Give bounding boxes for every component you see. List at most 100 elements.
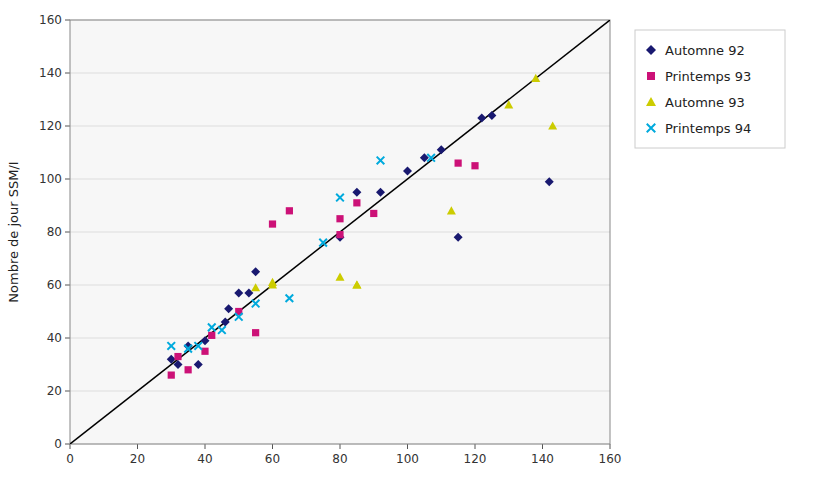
point (352, 281, 361, 289)
point (477, 114, 486, 123)
legend-swatch (647, 72, 655, 80)
tick-mark (65, 179, 70, 180)
tick-label: 120 (39, 119, 62, 133)
point (185, 366, 192, 373)
tick-mark (65, 338, 70, 339)
tick-label: 40 (47, 331, 62, 345)
point (370, 210, 377, 217)
tick-mark (610, 444, 611, 449)
tick-mark (542, 444, 543, 449)
series-points (167, 111, 554, 369)
reference-line (70, 20, 610, 444)
legend-swatch (646, 97, 656, 106)
point (208, 324, 216, 332)
point (319, 239, 327, 247)
tick-label: 60 (47, 278, 62, 292)
grid-line (70, 179, 610, 180)
legend-label: Automne 92 (665, 43, 745, 58)
point (286, 294, 294, 302)
point (194, 342, 202, 350)
tick-mark (65, 444, 70, 445)
point (545, 177, 554, 186)
point (269, 220, 276, 227)
tick-label: 80 (332, 452, 347, 466)
tick-mark (65, 285, 70, 286)
tick-mark (272, 444, 273, 449)
legend-swatch (646, 45, 656, 55)
legend-box (635, 30, 785, 148)
tick-mark (65, 20, 70, 21)
point (376, 188, 385, 197)
point (504, 100, 513, 108)
point (336, 273, 345, 281)
point (531, 74, 540, 82)
point (208, 332, 215, 339)
tick-label: 120 (464, 452, 487, 466)
point (251, 267, 260, 276)
series-points (251, 74, 557, 291)
point (224, 304, 233, 313)
point (286, 207, 293, 214)
tick-label: 160 (599, 452, 622, 466)
tick-label: 40 (197, 452, 212, 466)
point (194, 360, 203, 369)
point (353, 199, 360, 206)
tick-label: 140 (531, 452, 554, 466)
y-axis-label: Nombre de jour SSM/I (6, 161, 21, 302)
point (437, 145, 446, 154)
point (377, 157, 385, 165)
legend-label: Printemps 94 (665, 121, 751, 136)
tick-label: 60 (265, 452, 280, 466)
grid-line (70, 285, 610, 286)
tick-label: 20 (47, 384, 62, 398)
tick-label: 160 (39, 13, 62, 27)
point (167, 342, 175, 350)
point (447, 206, 456, 214)
point (471, 162, 478, 169)
point (427, 154, 435, 162)
point (487, 111, 496, 120)
legend: Automne 92 Printemps 93 Automne 93 Printemp… (635, 30, 785, 148)
legend-swatch (647, 124, 656, 133)
tick-label: 0 (66, 452, 74, 466)
plot-frame (70, 20, 610, 444)
tick-mark (65, 391, 70, 392)
grid-line (70, 391, 610, 392)
point (201, 348, 208, 355)
tick-mark (70, 444, 71, 449)
point (234, 288, 243, 297)
point (174, 360, 183, 369)
point (218, 326, 226, 334)
point (268, 278, 277, 286)
point (455, 160, 462, 167)
point (235, 313, 243, 321)
tick-mark (65, 126, 70, 127)
point (252, 300, 260, 308)
grid-line (70, 338, 610, 339)
chart: 0204060801001201401600204060801001201401… (0, 0, 825, 484)
point (251, 283, 260, 291)
grid-line (70, 126, 610, 127)
point (336, 231, 343, 238)
legend-label: Automne 93 (665, 95, 745, 110)
tick-mark (205, 444, 206, 449)
tick-label: 100 (396, 452, 419, 466)
point (184, 345, 192, 353)
marks (70, 20, 610, 444)
tick-label: 20 (130, 452, 145, 466)
point (168, 372, 175, 379)
plot-background (70, 20, 610, 444)
legend-label: Printemps 93 (665, 69, 751, 84)
grid-line (70, 73, 610, 74)
point (352, 188, 361, 197)
point (352, 281, 361, 289)
point (454, 233, 463, 242)
point (403, 167, 412, 176)
point (221, 318, 230, 327)
point (336, 194, 344, 202)
tick-label: 80 (47, 225, 62, 239)
point (252, 329, 259, 336)
tick-mark (65, 73, 70, 74)
series-points (167, 154, 435, 352)
tick-mark (65, 232, 70, 233)
